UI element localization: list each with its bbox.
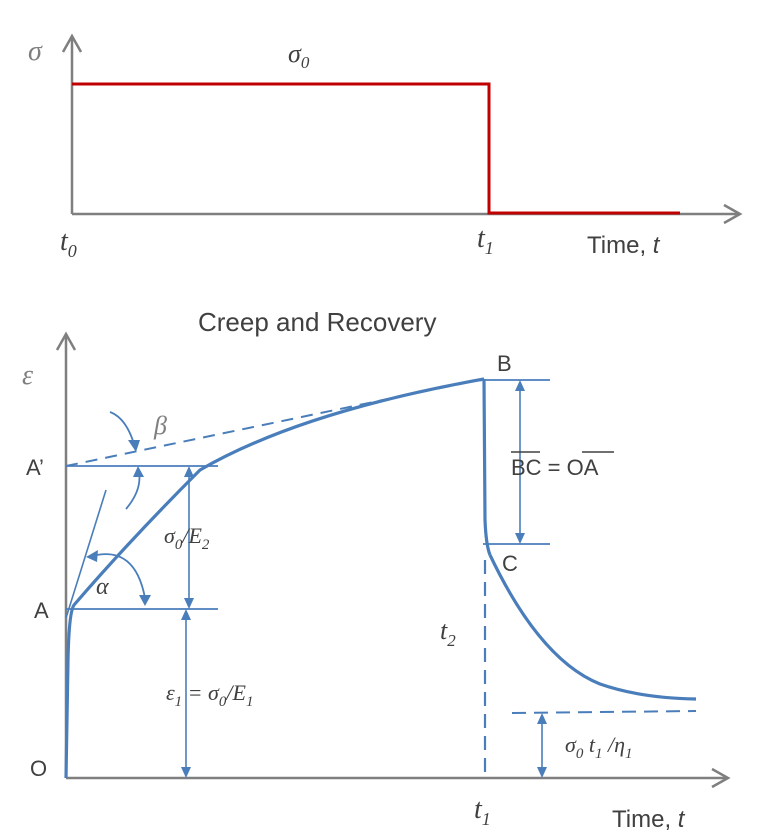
strain-plot: Creep and Recovery ε <box>22 307 731 833</box>
stress-x-arrowhead <box>723 203 743 225</box>
bc-dimension <box>515 380 525 544</box>
recovery-curve <box>488 554 697 701</box>
beta-label: β <box>153 411 167 440</box>
alpha-angle-arc <box>86 550 151 606</box>
strain-x-arrowhead <box>711 767 731 789</box>
instant-strain-label: ε1 = σ0/E1 <box>166 680 253 710</box>
stress-time-label: Time, t <box>587 232 661 259</box>
instant-strain-dimension <box>181 609 191 778</box>
recovery-equality-label: BC = OA <box>511 451 614 480</box>
strain-axis-label: ε <box>22 360 33 391</box>
delayed-strain-dimension <box>184 466 194 609</box>
t2-label: t2 <box>440 616 456 650</box>
stress-step-line <box>72 82 680 215</box>
point-o-label: O <box>30 756 47 781</box>
alpha-label: α <box>96 574 109 600</box>
point-a-label: A <box>34 598 49 623</box>
stress-level-label: σ0 <box>288 39 310 72</box>
strain-t1-label: t1 <box>474 794 491 829</box>
a-prime-angle-arc <box>125 466 144 510</box>
beta-angle-arrow <box>109 411 140 452</box>
svg-text:BC = OA: BC = OA <box>511 455 599 480</box>
stress-t1-label: t1 <box>477 223 494 258</box>
stress-plot: σ σ0 t0 t1 Time, t <box>28 33 743 261</box>
strain-time-label: Time, t <box>612 806 686 833</box>
point-a-prime-label: A’ <box>26 455 44 480</box>
elastic-recovery-drop <box>482 378 492 556</box>
permanent-strain-dashed-line <box>511 710 697 714</box>
delayed-strain-label: σ0/E2 <box>164 523 210 553</box>
point-b-label: B <box>497 351 512 376</box>
point-c-label: C <box>502 551 518 576</box>
strain-y-arrowhead <box>55 331 77 351</box>
stress-t0-label: t0 <box>60 226 77 261</box>
permanent-strain-dimension <box>537 713 547 778</box>
stress-y-arrowhead <box>61 33 83 53</box>
stress-axis-label: σ <box>28 36 43 67</box>
creep-curve <box>64 377 485 779</box>
strain-plot-title: Creep and Recovery <box>198 307 436 337</box>
permanent-strain-label: σ0 t1 /η1 <box>565 732 633 762</box>
alpha-tangent-line <box>65 489 107 619</box>
